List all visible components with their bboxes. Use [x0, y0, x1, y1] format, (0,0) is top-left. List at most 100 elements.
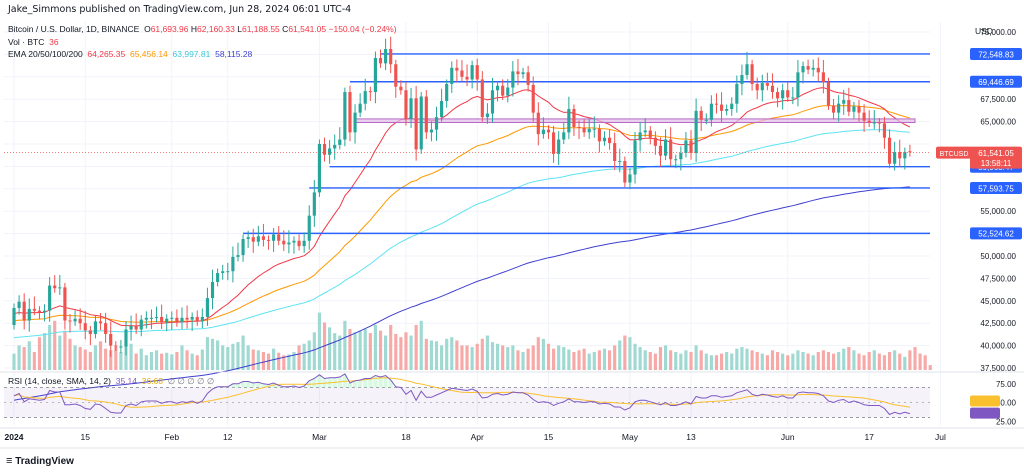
- volume-bar: [470, 347, 474, 370]
- volume-bar: [791, 353, 795, 370]
- volume-bar: [826, 351, 831, 370]
- candle-body: [847, 100, 851, 112]
- candle-body: [903, 152, 907, 159]
- candle-body: [663, 139, 668, 156]
- candle-body: [216, 273, 220, 282]
- candle-body: [261, 236, 266, 240]
- volume-bar: [821, 350, 825, 370]
- time-tick-label: 17: [864, 432, 874, 442]
- time-tick-label: Mar: [312, 432, 327, 442]
- candle-body: [887, 137, 892, 164]
- candle-body: [358, 103, 362, 113]
- volume-bar: [460, 345, 464, 370]
- volume-bar: [516, 350, 520, 370]
- candle-body: [714, 103, 719, 105]
- volume-bar: [735, 348, 739, 370]
- volume-bar: [709, 355, 713, 370]
- volume-bar: [373, 324, 377, 370]
- candle-body: [872, 122, 876, 124]
- volume-bar: [48, 324, 52, 370]
- candle-body: [648, 130, 652, 138]
- candle-body: [200, 316, 204, 322]
- candle-body: [338, 139, 342, 145]
- volume-bar: [399, 337, 403, 370]
- candle-body: [409, 98, 413, 119]
- volume-bar: [684, 350, 688, 370]
- volume-bar: [842, 348, 846, 370]
- ema-legend[interactable]: EMA 20/50/100/200 64,265.35 65,456.14 63…: [8, 49, 252, 59]
- volume-bar: [831, 353, 836, 370]
- volume-bar: [607, 350, 612, 370]
- symbol-title[interactable]: Bitcoin / U.S. Dollar, 1D, BINANCE: [8, 24, 140, 34]
- candle-body: [297, 240, 301, 247]
- volume-bar: [719, 353, 724, 370]
- candle-body: [760, 83, 764, 91]
- candle-body: [791, 97, 795, 99]
- volume-bar: [592, 351, 596, 370]
- candle-body: [674, 159, 678, 161]
- candle-body: [251, 237, 255, 242]
- volume-bar: [597, 350, 601, 370]
- volume-bar: [424, 338, 428, 370]
- candle-body: [633, 140, 637, 175]
- volume-bar: [292, 351, 296, 370]
- candle-body: [124, 329, 128, 347]
- symbol-price-tag: [936, 146, 972, 159]
- volume-bar: [725, 351, 729, 370]
- volume-bar: [221, 345, 225, 370]
- candle-body: [613, 143, 617, 162]
- candle-body: [399, 86, 403, 91]
- volume-bar: [923, 355, 927, 370]
- volume-bar: [104, 348, 108, 370]
- volume-bar: [781, 353, 785, 370]
- rsi-legend[interactable]: RSI (14, close, SMA, 14, 2) 35.14 36.68 …: [8, 376, 214, 387]
- candle-body: [160, 316, 164, 323]
- volume-bar: [297, 345, 301, 370]
- candle-body: [282, 240, 286, 245]
- volume-bar: [653, 353, 657, 370]
- volume-legend[interactable]: Vol · BTC 36: [8, 37, 59, 47]
- volume-bar: [109, 350, 113, 370]
- volume-bar: [302, 343, 306, 370]
- volume-bar: [704, 353, 708, 370]
- volume-bar: [236, 342, 240, 370]
- candle-body: [93, 321, 98, 334]
- price-tick-label: 45,000.00: [980, 297, 1016, 306]
- volume-bar: [394, 333, 398, 370]
- volume-bar: [663, 345, 668, 370]
- candle-body: [653, 137, 657, 146]
- candle-body: [322, 144, 327, 155]
- level-price-tag: [970, 181, 1022, 194]
- volume-bar: [440, 345, 444, 370]
- price-axis[interactable]: 75,000.00 67,500.00 65,000.00 55,000.00 50,0…: [980, 28, 1016, 373]
- change-value: −150.04 (−0.24%): [328, 24, 397, 34]
- volume-bar: [261, 351, 266, 370]
- volume-bar: [328, 327, 332, 370]
- volume-bar: [745, 348, 749, 370]
- volume-bar: [185, 350, 189, 370]
- rsi-line: [13, 373, 911, 416]
- currency-label[interactable]: USD: [975, 26, 993, 36]
- candle-series[interactable]: [12, 36, 912, 357]
- tradingview-logo[interactable]: ≡ TradingView: [6, 455, 74, 467]
- candle-body: [669, 139, 673, 160]
- candle-body: [429, 129, 433, 133]
- volume-bar: [144, 355, 148, 370]
- volume-bar: [740, 347, 744, 370]
- ema20-value: 64,265.35: [87, 49, 126, 59]
- price-tick-label: 75,000.00: [980, 28, 1016, 37]
- volume-bar: [419, 320, 423, 370]
- volume-bar: [368, 333, 372, 370]
- candle-body: [114, 345, 118, 347]
- candle-body: [277, 234, 281, 241]
- candle-body: [816, 67, 820, 73]
- time-tick-label: Apr: [471, 432, 484, 442]
- volume-bar: [333, 333, 337, 370]
- rsi-pane[interactable]: 75.00 50.00 25.00: [4, 373, 1017, 426]
- candle-body: [826, 82, 831, 106]
- time-axis[interactable]: 2024 15 Feb 12 Mar 18 Apr 15 May 13 Jun 17 Jul: [5, 432, 946, 442]
- rsi-placeholder-values: ∅ ∅ ∅ ∅ ∅: [167, 376, 215, 386]
- volume-bar: [307, 340, 311, 370]
- resistance-zone: [354, 118, 916, 123]
